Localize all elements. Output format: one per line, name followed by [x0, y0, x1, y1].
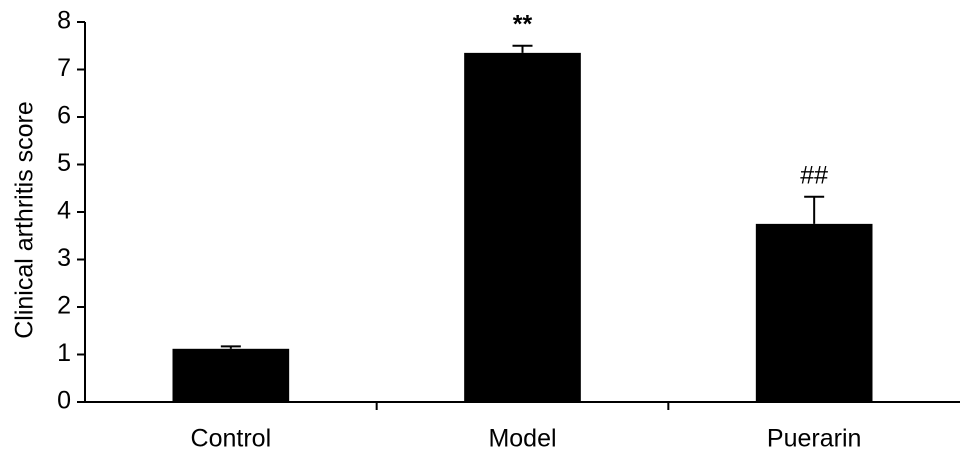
- annotation: **: [513, 10, 533, 38]
- y-tick-label: 4: [57, 197, 71, 225]
- error-bar: [804, 195, 825, 224]
- y-tick-label: 8: [57, 7, 71, 35]
- x-tick-label: Model: [488, 425, 556, 453]
- annotation: ##: [800, 161, 828, 189]
- bar: [755, 223, 873, 402]
- bar: [464, 52, 581, 402]
- bar: [172, 348, 290, 402]
- error-bar: [220, 345, 241, 349]
- x-tick-label: Puerarin: [767, 425, 862, 453]
- y-tick-label: 2: [57, 292, 71, 320]
- y-tick-label: 0: [57, 387, 71, 415]
- y-tick-label: 3: [57, 244, 71, 272]
- y-tick-label: 6: [57, 102, 71, 130]
- y-tick-label: 7: [57, 54, 71, 82]
- y-axis-label: Clinical arthritis score: [11, 101, 39, 339]
- error-bar: [512, 44, 533, 53]
- y-tick-label: 5: [57, 149, 71, 177]
- y-tick-label: 1: [57, 339, 71, 367]
- x-tick-label: Control: [191, 425, 272, 453]
